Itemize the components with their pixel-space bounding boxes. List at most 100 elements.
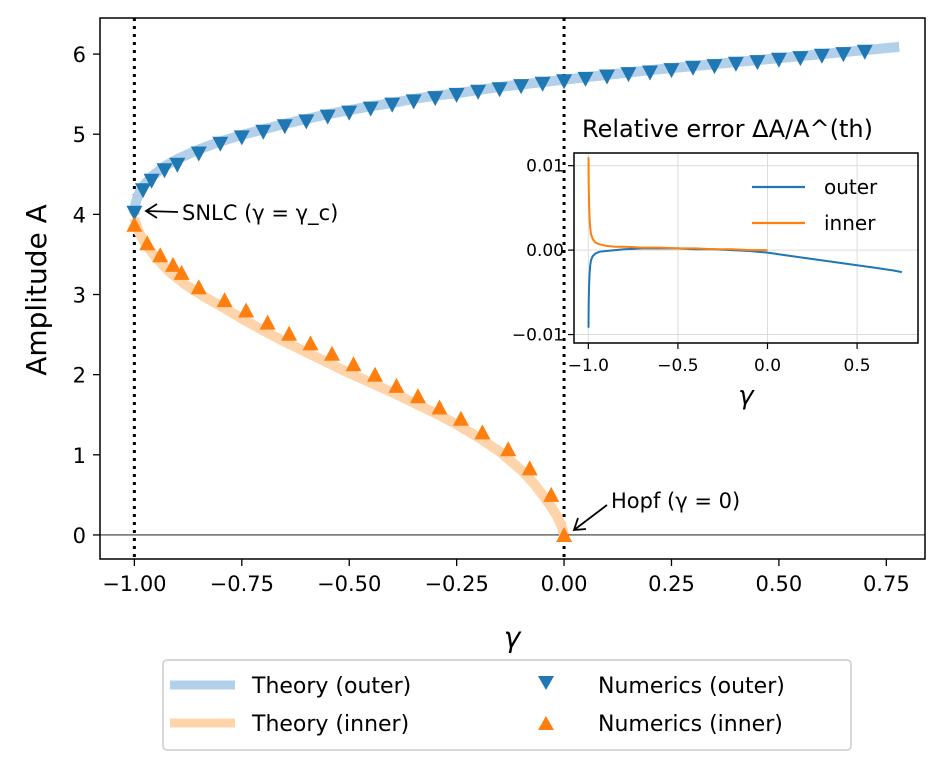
snlc-annotation: SNLC (γ = γ_c) bbox=[144, 201, 338, 226]
numerics-outer-marker bbox=[556, 74, 573, 90]
numerics-outer-marker bbox=[663, 63, 680, 79]
numerics-inner-marker bbox=[543, 486, 560, 502]
numerics-inner-marker bbox=[126, 216, 143, 232]
inset-plot: −1.0 −0.5 0.0 0.5 −0.01 0.00 0.01 Relative err… bbox=[512, 115, 919, 411]
numerics-outer-marker bbox=[169, 157, 186, 173]
snlc-arrow-head bbox=[144, 203, 158, 219]
legend-label-numerics-inner: Numerics (inner) bbox=[598, 712, 783, 737]
legend-marker-numerics-inner bbox=[538, 716, 554, 730]
legend-box bbox=[162, 659, 852, 751]
numerics-outer-marker bbox=[156, 163, 173, 179]
numerics-inner-marker bbox=[324, 345, 340, 361]
numerics-outer-marker bbox=[135, 183, 151, 199]
y-tick-label: 6 bbox=[73, 43, 86, 67]
inset-title: Relative error ΔA/A^(th) bbox=[582, 115, 873, 143]
numerics-inner-marker bbox=[281, 325, 298, 341]
numerics-outer-marker bbox=[534, 76, 551, 92]
numerics-outer-marker bbox=[319, 109, 336, 125]
numerics-inner-marker bbox=[410, 388, 426, 404]
x-tick-label: −0.25 bbox=[424, 572, 488, 596]
legend-label-theory-inner: Theory (inner) bbox=[251, 712, 409, 737]
inset-x-tick-label: 0.0 bbox=[754, 356, 781, 376]
numerics-inner-marker bbox=[521, 460, 538, 476]
numerics-inner-marker bbox=[216, 292, 233, 308]
numerics-outer-marker bbox=[706, 59, 723, 75]
numerics-outer-marker bbox=[143, 173, 160, 189]
x-tick-label: 0.75 bbox=[863, 572, 910, 596]
numerics-outer-marker bbox=[856, 44, 873, 60]
x-tick-label: −0.75 bbox=[210, 572, 274, 596]
numerics-outer-marker bbox=[448, 87, 465, 103]
numerics-inner-marker bbox=[165, 256, 181, 272]
numerics-outer-marker bbox=[685, 60, 701, 76]
numerics-outer-marker bbox=[770, 52, 787, 68]
numerics-outer-marker bbox=[362, 101, 379, 117]
inset-axes-frame bbox=[573, 152, 919, 344]
legend-marker-numerics-outer bbox=[538, 676, 554, 690]
numerics-inner-marker bbox=[173, 264, 190, 280]
inset-legend-label-inner: inner bbox=[824, 211, 876, 235]
hopf-annotation: Hopf (γ = 0) bbox=[572, 489, 740, 532]
numerics-outer-marker bbox=[190, 146, 207, 162]
hopf-arrow bbox=[573, 504, 608, 531]
x-tick-label: −0.50 bbox=[317, 572, 381, 596]
numerics-inner-marker bbox=[500, 441, 517, 457]
x-tick-label: 0.00 bbox=[541, 572, 588, 596]
numerics-outer-marker bbox=[384, 97, 401, 113]
numerics-outer-marker bbox=[470, 84, 487, 100]
inset-y-tick-label: 0.01 bbox=[526, 157, 564, 177]
legend-label-numerics-outer: Numerics (outer) bbox=[598, 674, 785, 699]
theory-inner-line bbox=[129, 216, 569, 537]
inset-x-axis-label: γ bbox=[738, 381, 755, 411]
inset-y-tick-label: −0.01 bbox=[512, 326, 564, 346]
numerics-inner-marker bbox=[238, 302, 255, 318]
inset-legend: outer inner bbox=[752, 175, 878, 235]
numerics-inner-marker bbox=[345, 356, 362, 372]
y-tick-label: 3 bbox=[73, 284, 86, 308]
numerics-inner-marker bbox=[556, 527, 573, 542]
inset-x-tick-label: 0.5 bbox=[844, 356, 871, 376]
numerics-outer-marker bbox=[620, 67, 637, 83]
numerics-inner-marker bbox=[259, 314, 276, 330]
numerics-outer-marker bbox=[276, 119, 293, 135]
numerics-outer-marker bbox=[835, 47, 852, 63]
numerics-outer-marker bbox=[749, 55, 766, 71]
y-tick-label: 5 bbox=[73, 123, 86, 147]
main-x-axis-label: γ bbox=[504, 621, 522, 654]
numerics-inner-marker bbox=[302, 335, 319, 351]
numerics-outer-marker bbox=[298, 114, 315, 130]
inset-y-tick-label: 0.00 bbox=[526, 241, 564, 261]
legend-label-theory-outer: Theory (outer) bbox=[251, 674, 411, 699]
numerics-inner-marker bbox=[139, 235, 156, 251]
numerics-outer-marker bbox=[212, 136, 229, 152]
numerics-outer-marker bbox=[642, 65, 658, 81]
x-tick-label: 0.25 bbox=[648, 572, 695, 596]
numerics-outer-marker bbox=[491, 82, 508, 98]
numerics-outer-marker bbox=[577, 71, 594, 87]
y-tick-label: 1 bbox=[73, 444, 86, 468]
snlc-arrow bbox=[145, 210, 179, 213]
y-tick-label: 4 bbox=[73, 203, 86, 227]
numerics-inner-marker bbox=[367, 366, 383, 382]
inset-legend-label-outer: outer bbox=[824, 175, 878, 199]
numerics-outer-marker bbox=[341, 105, 358, 121]
numerics-outer-marker bbox=[599, 69, 615, 85]
numerics-inner-marker bbox=[388, 377, 405, 393]
numerics-outer-marker bbox=[427, 91, 444, 107]
numerics-inner-marker bbox=[431, 399, 448, 415]
inset-inner-line bbox=[587, 157, 768, 252]
numerics-outer-marker bbox=[792, 51, 809, 67]
numerics-outer-marker bbox=[513, 79, 530, 95]
main-y-axis-label: Amplitude A bbox=[20, 204, 53, 376]
numerics-outer-marker bbox=[727, 56, 744, 72]
x-tick-label: −1.00 bbox=[102, 572, 166, 596]
main-legend: Theory (outer) Numerics (outer) Theory (… bbox=[162, 659, 852, 751]
y-tick-label: 2 bbox=[73, 364, 86, 388]
numerics-outer-marker bbox=[126, 205, 143, 221]
numerics-outer-marker bbox=[405, 94, 422, 110]
numerics-outer-marker bbox=[813, 48, 830, 64]
numerics-inner-marker bbox=[190, 279, 207, 295]
numerics-outer-marker bbox=[233, 130, 250, 146]
main-axes-frame bbox=[99, 17, 926, 560]
